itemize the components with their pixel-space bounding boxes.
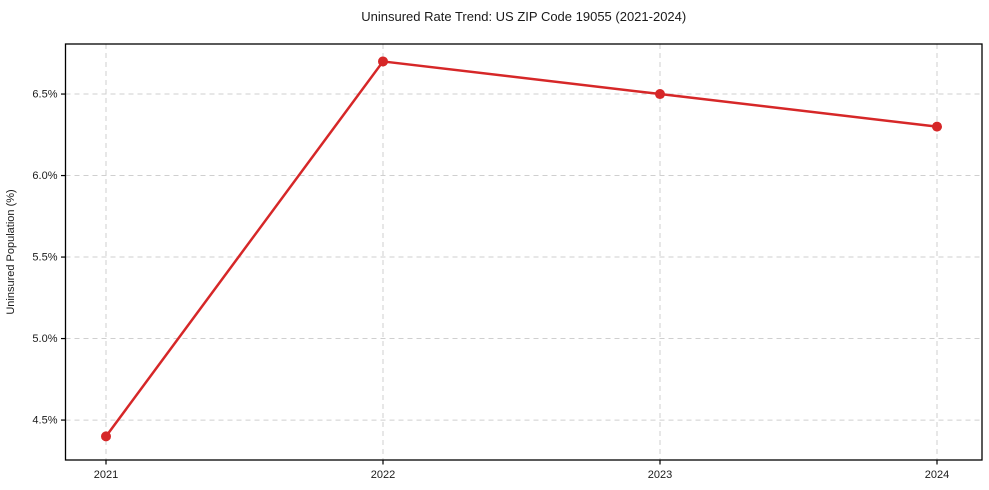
y-tick-label: 6.0%: [32, 170, 57, 182]
x-tick-label: 2023: [648, 469, 672, 481]
y-tick-label: 4.5%: [32, 415, 57, 427]
grid-layer: [65, 44, 982, 460]
y-tick-label: 5.0%: [32, 333, 57, 345]
y-tick-label: 6.5%: [32, 89, 57, 101]
x-tick-label: 2022: [371, 469, 395, 481]
series-layer: [101, 56, 942, 442]
x-tick-label: 2024: [925, 469, 949, 481]
trend-line: [104, 60, 939, 438]
tick-layer: 4.5% 5.0% 5.5% 6.0% 6.5% 2021 2022 2023 2024: [32, 89, 949, 481]
data-point: [932, 121, 942, 132]
plot-border: [64, 43, 983, 461]
data-point: [655, 89, 665, 100]
chart-title: Uninsured Rate Trend: US ZIP Code 19055 …: [361, 9, 686, 24]
x-tick-label: 2021: [94, 469, 118, 481]
data-point: [378, 56, 388, 67]
y-axis-label: Uninsured Population (%): [5, 189, 17, 314]
y-tick-label: 5.5%: [32, 252, 57, 264]
data-point: [101, 431, 111, 442]
